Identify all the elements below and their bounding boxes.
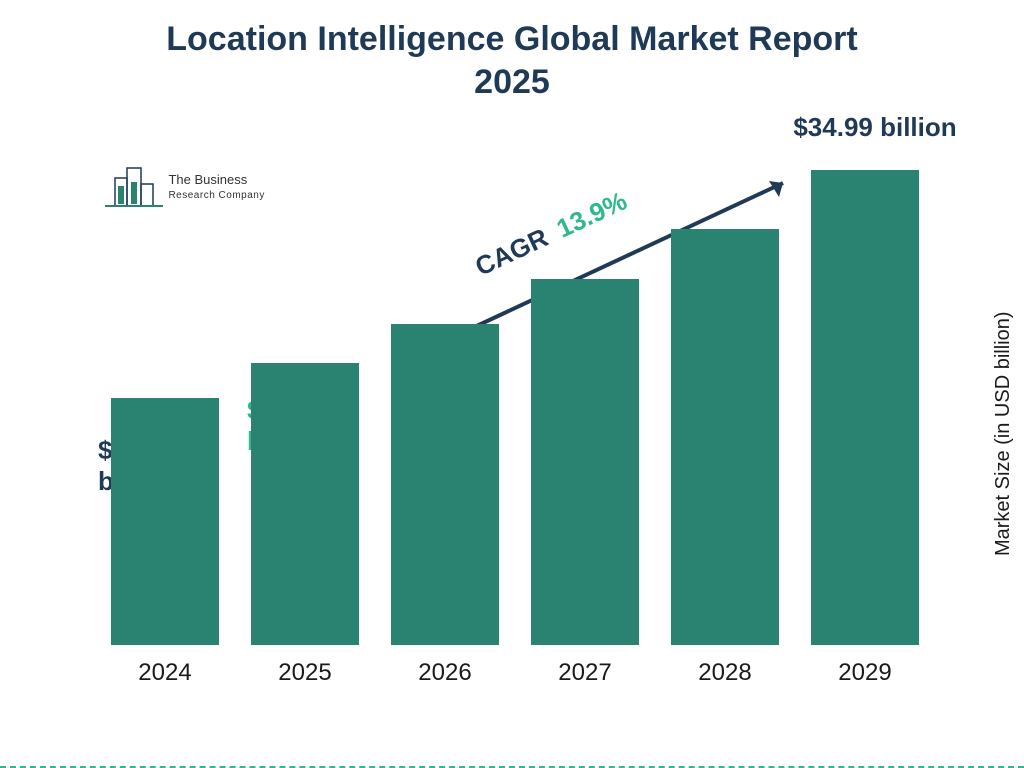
- x-axis-label: 2028: [655, 659, 795, 687]
- bar: [531, 279, 639, 645]
- x-axis-label: 2026: [375, 659, 515, 687]
- x-axis-label: 2029: [795, 659, 935, 687]
- title-line1: Location Intelligence Global Market Repo…: [166, 20, 857, 58]
- x-axis-labels: 202420252026202720282029: [95, 659, 935, 687]
- x-axis-label: 2027: [515, 659, 655, 687]
- x-axis-label: 2025: [235, 659, 375, 687]
- bars-container: [95, 145, 935, 645]
- bar-slot: [235, 363, 375, 645]
- bar-slot: [515, 279, 655, 645]
- y-axis-label: Market Size (in USD billion): [993, 312, 1016, 557]
- bar-slot: [795, 170, 935, 645]
- bar: [671, 229, 779, 645]
- title-line2: 2025: [474, 63, 550, 101]
- bar-slot: [655, 229, 795, 645]
- bar-slot: [95, 398, 235, 645]
- x-axis-label: 2024: [95, 659, 235, 687]
- bar: [111, 398, 219, 645]
- bar: [811, 170, 919, 645]
- bar: [391, 324, 499, 645]
- bar: [251, 363, 359, 645]
- value-label-2029: $34.99 billion: [785, 112, 965, 143]
- bar-slot: [375, 324, 515, 645]
- chart-title: Location Intelligence Global Market Repo…: [0, 18, 1024, 103]
- bar-chart: CAGR 13.9% $18.2 billion $20.77 billion …: [95, 145, 935, 695]
